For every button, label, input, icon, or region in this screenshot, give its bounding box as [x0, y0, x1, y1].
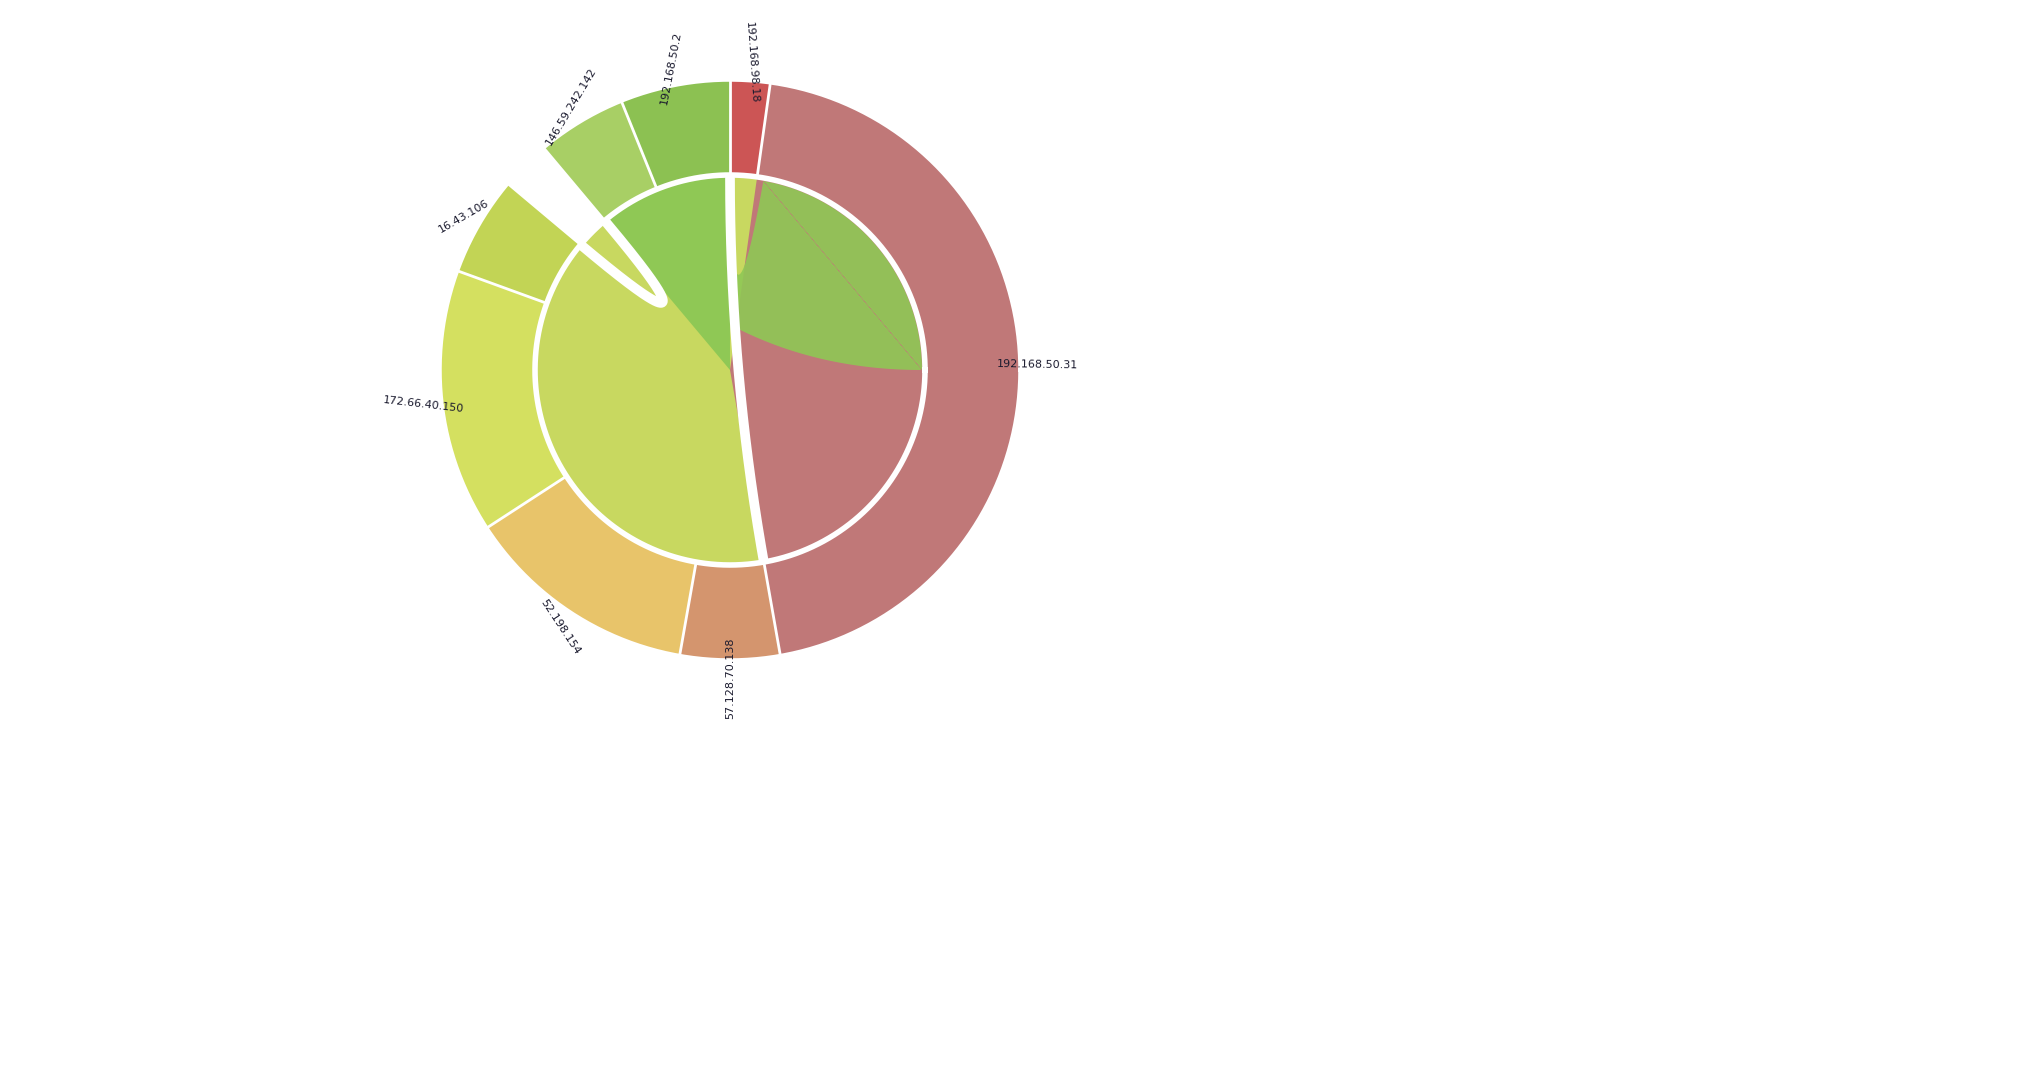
Polygon shape — [486, 476, 696, 655]
Polygon shape — [458, 184, 581, 303]
Text: 52.198.154: 52.198.154 — [539, 598, 581, 657]
Polygon shape — [622, 80, 731, 189]
Polygon shape — [605, 177, 731, 370]
Polygon shape — [731, 179, 922, 560]
Text: 192.168.50.2: 192.168.50.2 — [660, 30, 684, 105]
Text: 192.168.50.31: 192.168.50.31 — [997, 359, 1080, 371]
Text: 192.168.98.18: 192.168.98.18 — [745, 22, 759, 104]
Polygon shape — [440, 271, 567, 528]
Polygon shape — [543, 101, 658, 221]
Polygon shape — [607, 178, 922, 370]
Polygon shape — [731, 80, 771, 177]
Polygon shape — [680, 562, 781, 660]
Text: 172.66.40.150: 172.66.40.150 — [383, 396, 464, 414]
Polygon shape — [757, 83, 1019, 655]
Text: 146.59.242.142: 146.59.242.142 — [545, 65, 599, 147]
Text: 57.128.70.138: 57.128.70.138 — [724, 637, 735, 719]
Text: 16.43.106: 16.43.106 — [436, 198, 490, 235]
Polygon shape — [535, 175, 924, 565]
